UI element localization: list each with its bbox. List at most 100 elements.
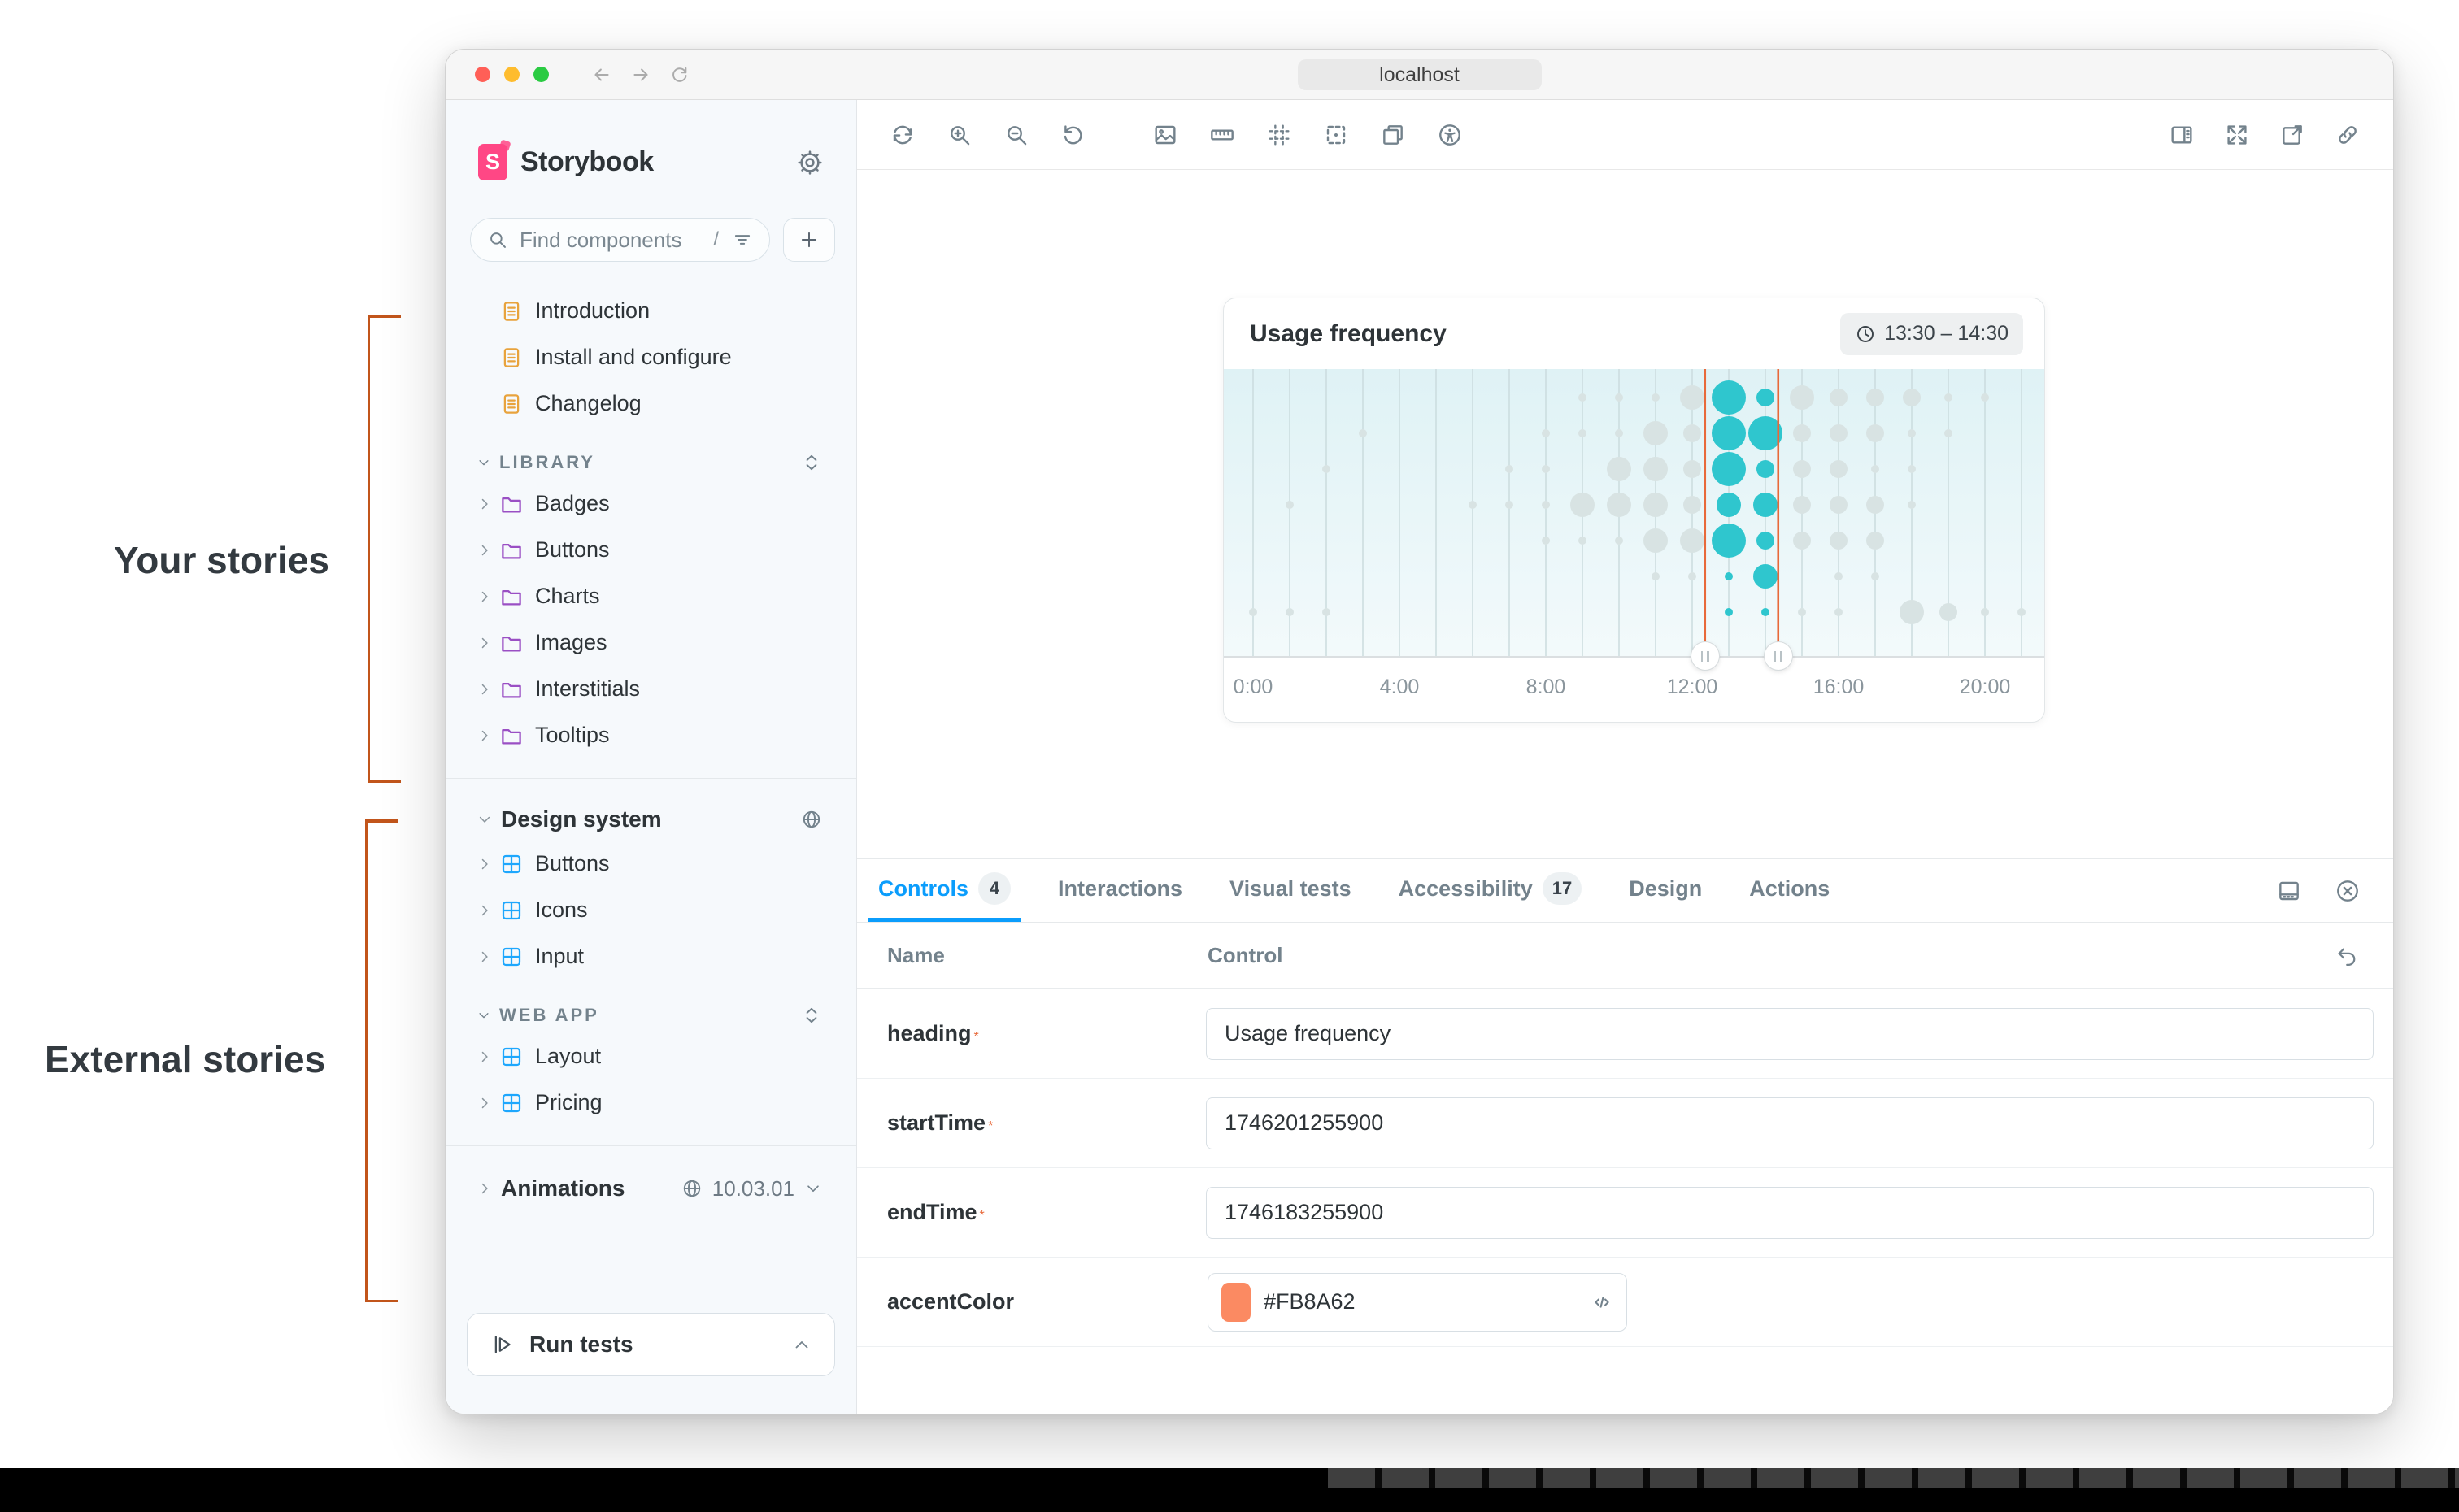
control-row-endTime: endTime * (857, 1168, 2393, 1258)
toolbar-outline-icon[interactable] (1323, 122, 1349, 148)
control-name: accentColor (887, 1289, 1015, 1314)
sidebar-item-layout[interactable]: Layout (446, 1033, 856, 1080)
chevron-down-icon[interactable] (804, 1180, 822, 1197)
plus-icon (799, 229, 820, 250)
toolbar-link-icon[interactable] (2335, 122, 2361, 148)
tab-label: Accessibility (1398, 875, 1533, 901)
sidebar-item-charts[interactable]: Charts (446, 573, 856, 619)
browser-reload-icon[interactable] (669, 64, 690, 85)
create-story-button[interactable] (783, 218, 835, 262)
startTime-input[interactable] (1206, 1097, 2374, 1149)
traffic-lights (475, 67, 549, 82)
external-stories-bracket (365, 819, 399, 1302)
sidebar-section-library[interactable]: LIBRARY (446, 445, 856, 480)
toolbar-remount-icon[interactable] (890, 122, 916, 148)
tab-label: Actions (1749, 875, 1830, 901)
item-label: Install and configure (535, 345, 732, 369)
doc-icon (499, 299, 524, 324)
sidebar-item-tooltips[interactable]: Tooltips (446, 712, 856, 758)
toolbar-grid-icon[interactable] (1266, 122, 1292, 148)
browser-back-icon[interactable] (591, 64, 612, 85)
brand-title: Storybook (520, 146, 654, 177)
chevron-right-icon (477, 1095, 493, 1111)
sidebar-ref-animations[interactable]: Animations 10.03.01 (446, 1166, 856, 1211)
control-row-accentColor: accentColor #FB8A62 (857, 1258, 2393, 1347)
sidebar-item-introduction[interactable]: Introduction (446, 288, 856, 334)
chevron-right-icon (477, 902, 493, 919)
axis-tick-label: 12:00 (1666, 676, 1718, 698)
sidebar-item-install-and-configure[interactable]: Install and configure (446, 334, 856, 380)
sidebar-item-images[interactable]: Images (446, 619, 856, 666)
sidebar-item-badges[interactable]: Badges (446, 480, 856, 527)
item-label: Badges (535, 491, 610, 515)
tab-visual-tests[interactable]: Visual tests (1220, 859, 1361, 922)
browser-window: localhost S Storybook Find components / (445, 49, 2394, 1414)
toolbar-backgrounds-icon[interactable] (1152, 122, 1178, 148)
sidebar-section-web-app[interactable]: WEB APP (446, 997, 856, 1033)
sidebar-item-interstitials[interactable]: Interstitials (446, 666, 856, 712)
close-window-button[interactable] (475, 67, 490, 82)
color-swatch[interactable] (1221, 1282, 1251, 1322)
range-end-handle[interactable] (1763, 641, 1793, 671)
toolbar-fullscreen-icon[interactable] (2224, 122, 2250, 148)
tab-design[interactable]: Design (1619, 859, 1712, 922)
toolbar-measure-icon[interactable] (1209, 122, 1235, 148)
toolbar-viewports-icon[interactable] (1380, 122, 1406, 148)
reset-controls-icon[interactable] (2335, 944, 2359, 968)
component-icon (499, 945, 524, 969)
chevron-up-icon[interactable] (792, 1335, 812, 1354)
run-tests-label: Run tests (529, 1332, 633, 1357)
chevron-right-icon (477, 949, 493, 965)
collapse-icon[interactable] (801, 1005, 822, 1026)
settings-gear-icon[interactable] (796, 149, 824, 176)
sidebar-item-buttons[interactable]: Buttons (446, 527, 856, 573)
sidebar-item-buttons[interactable]: Buttons (446, 841, 856, 887)
toolbar-zoom-reset-icon[interactable] (1060, 122, 1086, 148)
search-icon (487, 229, 508, 250)
heading-input[interactable] (1206, 1007, 2374, 1060)
collapse-icon[interactable] (801, 452, 822, 473)
zoom-window-button[interactable] (533, 67, 549, 82)
toolbar-zoom-in-icon[interactable] (947, 122, 973, 148)
chart-title: Usage frequency (1250, 319, 1447, 347)
browser-forward-icon[interactable] (630, 64, 651, 85)
search-placeholder: Find components (520, 227, 682, 252)
control-cell (1206, 1186, 2393, 1239)
item-label: Charts (535, 584, 600, 608)
axis-tick-label: 8:00 (1525, 676, 1566, 698)
toolbar-share-icon[interactable] (2279, 122, 2305, 148)
storybook-sidebar: S Storybook Find components / Introducti… (446, 100, 857, 1414)
run-tests-button[interactable]: Run tests (467, 1313, 835, 1376)
globe-icon[interactable] (801, 809, 822, 830)
search-input[interactable]: Find components / (470, 218, 770, 262)
tab-controls[interactable]: Controls 4 (868, 859, 1021, 922)
panel-panel-bottom-icon[interactable] (2276, 878, 2302, 904)
toolbar-panel-right-icon[interactable] (2169, 122, 2195, 148)
toolbar-accessibility-icon[interactable] (1437, 122, 1463, 148)
chevron-right-icon (477, 635, 493, 651)
filter-icon[interactable] (732, 229, 753, 250)
sidebar-item-input[interactable]: Input (446, 933, 856, 980)
chevron-right-icon (477, 681, 493, 697)
address-bar[interactable]: localhost (1297, 59, 1542, 90)
tab-accessibility[interactable]: Accessibility 17 (1389, 859, 1592, 922)
endTime-input[interactable] (1206, 1186, 2374, 1239)
minimize-window-button[interactable] (504, 67, 520, 82)
tab-interactions[interactable]: Interactions (1048, 859, 1192, 922)
chevron-right-icon (477, 496, 493, 512)
range-start-handle[interactable] (1690, 641, 1720, 671)
sidebar-root-design-system[interactable]: Design system (446, 798, 856, 841)
control-name: heading * (887, 1021, 979, 1045)
item-label: Pricing (535, 1090, 603, 1114)
tab-actions[interactable]: Actions (1739, 859, 1839, 922)
item-label: Layout (535, 1044, 602, 1068)
sidebar-item-pricing[interactable]: Pricing (446, 1080, 856, 1126)
panel-close-circle-icon[interactable] (2335, 878, 2361, 904)
toolbar-zoom-out-icon[interactable] (1003, 122, 1029, 148)
ref-label: Animations (501, 1175, 625, 1201)
sidebar-item-icons[interactable]: Icons (446, 887, 856, 933)
accentColor-color-control[interactable]: #FB8A62 (1208, 1272, 1627, 1332)
sidebar-item-changelog[interactable]: Changelog (446, 380, 856, 427)
raw-value-icon[interactable] (1591, 1291, 1613, 1314)
your-stories-bracket (368, 315, 402, 783)
